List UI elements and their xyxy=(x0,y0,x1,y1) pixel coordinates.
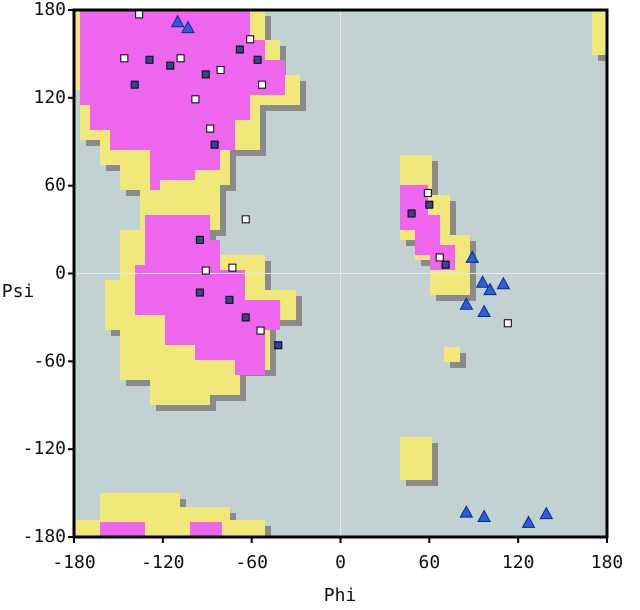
point xyxy=(241,313,250,322)
x-tick-label: 60 xyxy=(418,552,440,573)
point xyxy=(201,266,210,275)
point xyxy=(441,260,450,269)
point xyxy=(423,188,432,197)
x-tick-label: -60 xyxy=(235,552,268,573)
point xyxy=(120,54,129,63)
point xyxy=(216,66,225,75)
favored-regions xyxy=(80,10,455,537)
y-tick-label: 120 xyxy=(33,87,66,108)
plot-frame xyxy=(72,8,609,539)
x-axis-label: Phi xyxy=(324,585,357,606)
point xyxy=(225,295,234,304)
point xyxy=(181,20,195,34)
point xyxy=(253,55,262,64)
point xyxy=(496,276,511,290)
point xyxy=(256,326,265,335)
point xyxy=(475,275,490,288)
point xyxy=(166,61,175,70)
point xyxy=(459,505,474,518)
x-tick-label: 120 xyxy=(502,552,535,573)
point xyxy=(195,235,204,244)
x-tick-label: -180 xyxy=(52,552,95,573)
y-tick-label: 180 xyxy=(33,0,66,20)
y-tick-label: 60 xyxy=(44,175,66,196)
point xyxy=(235,45,244,54)
point xyxy=(145,55,154,64)
point xyxy=(521,515,536,528)
point xyxy=(191,95,200,104)
point xyxy=(435,253,444,262)
point xyxy=(228,263,237,272)
y-axis-label: Psi xyxy=(2,281,35,302)
point xyxy=(176,54,185,63)
point xyxy=(483,282,497,296)
y-tick-label: -120 xyxy=(23,438,66,459)
point xyxy=(425,200,434,209)
y-tick-label: 0 xyxy=(55,263,66,284)
point xyxy=(539,506,554,520)
point xyxy=(206,124,215,133)
regions xyxy=(74,10,607,537)
point xyxy=(459,297,474,310)
point xyxy=(201,70,210,79)
y-tick-label: -180 xyxy=(23,526,66,547)
point xyxy=(195,288,204,297)
x-tick-label: 180 xyxy=(591,552,624,573)
point xyxy=(170,14,185,28)
x-tick-label: 0 xyxy=(335,552,346,573)
point xyxy=(477,509,491,523)
point xyxy=(135,10,144,19)
point xyxy=(465,250,480,263)
point xyxy=(503,319,512,328)
point xyxy=(210,140,219,149)
point xyxy=(130,80,139,89)
point xyxy=(477,304,491,318)
point xyxy=(258,80,267,89)
y-tick-label: -60 xyxy=(33,350,66,371)
point xyxy=(241,215,250,224)
point xyxy=(246,35,255,44)
point xyxy=(274,341,283,350)
point xyxy=(407,209,416,218)
x-tick-label: -120 xyxy=(141,552,184,573)
